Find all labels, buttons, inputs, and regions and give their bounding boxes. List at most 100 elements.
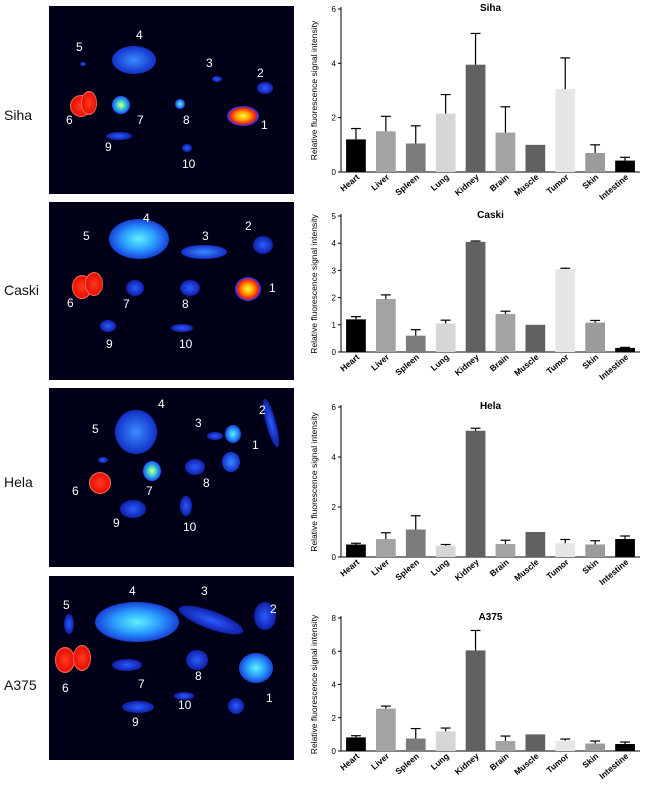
x-tick-label: Liver <box>369 351 392 372</box>
x-tick-label: Muscle <box>512 557 541 583</box>
bar-tumor <box>555 543 576 557</box>
organ-number: 10 <box>183 520 197 534</box>
organ-number: 7 <box>138 677 145 691</box>
bar-tumor <box>555 740 576 751</box>
x-tick-label: Tumor <box>544 351 571 376</box>
organ-number: 8 <box>182 297 189 311</box>
bar-muscle <box>525 532 546 557</box>
fluorescence-image-hela: 1 2 3 4 5 6 7 8 9 10 <box>49 388 294 567</box>
organ-number: 3 <box>206 56 213 70</box>
bar-muscle <box>525 324 546 352</box>
y-tick-label: 4 <box>332 681 337 690</box>
organ-number: 6 <box>62 681 69 695</box>
organ-number: 3 <box>201 584 208 598</box>
fluorescence-image-siha: 1 2 3 4 5 6 7 8 9 10 <box>49 6 294 194</box>
y-tick-label: 6 <box>332 5 337 14</box>
x-tick-label: Lung <box>429 172 451 193</box>
bar-brain <box>495 544 516 557</box>
bar-chart-svg: Hela Relative fluorescence signal intensi… <box>309 401 640 587</box>
x-tick-label: Muscle <box>512 751 541 777</box>
bar-lung <box>435 731 456 751</box>
bar-intestine <box>615 160 635 172</box>
bar-heart <box>346 544 366 557</box>
y-tick-label: 5 <box>332 212 337 221</box>
x-tick-label: Lung <box>429 751 451 772</box>
chart-title: A375 <box>479 612 503 623</box>
x-tick-label: Kidney <box>453 751 481 777</box>
bar-spleen <box>405 738 426 751</box>
bar-skin <box>585 152 606 172</box>
y-tick-label: 3 <box>332 266 337 275</box>
organ-number: 2 <box>257 66 264 80</box>
bar-tumor <box>555 89 576 172</box>
bar-brain <box>495 132 516 172</box>
organ-number: 5 <box>76 40 83 54</box>
bar-heart <box>346 139 366 172</box>
x-tick-label: Intestine <box>597 352 630 382</box>
bar-brain <box>495 313 516 352</box>
organ-number: 2 <box>245 219 252 233</box>
organ-number: 8 <box>195 669 202 683</box>
bar-kidney <box>465 241 486 352</box>
x-tick-label: Heart <box>338 557 361 579</box>
y-tick-label: 1 <box>332 321 337 330</box>
bar-lung <box>435 323 456 352</box>
x-tick-label: Muscle <box>512 352 541 378</box>
x-tick-label: Spleen <box>393 352 421 378</box>
bar-chart-hela: Hela Relative fluorescence signal intensi… <box>305 392 650 587</box>
row-label-siha: Siha <box>4 107 33 123</box>
x-tick-label: Kidney <box>453 557 481 583</box>
bar-kidney <box>465 650 486 751</box>
y-tick-label: 4 <box>332 239 337 248</box>
y-axis-label: Relative fluorescence signal intensity <box>309 214 319 354</box>
chart-title: Hela <box>480 401 502 412</box>
y-tick-label: 2 <box>332 714 337 723</box>
y-tick-label: 4 <box>332 59 337 68</box>
row-label-caski: Caski <box>4 282 40 298</box>
y-axis-label: Relative fluorescence signal intensity <box>309 614 319 754</box>
fluorescence-image-caski: 1 2 3 4 5 6 7 8 9 10 <box>49 202 294 380</box>
organ-number: 9 <box>132 715 139 729</box>
x-tick-label: Kidney <box>453 352 481 378</box>
bar-intestine <box>615 347 635 352</box>
bar-muscle <box>525 734 546 751</box>
bar-liver <box>375 131 396 172</box>
x-tick-label: Tumor <box>544 171 571 196</box>
organ-number: 3 <box>202 229 209 243</box>
bar-spleen <box>405 529 426 557</box>
organ-number: 2 <box>259 403 266 417</box>
y-axis-label: Relative fluorescence signal intensity <box>309 20 319 160</box>
x-tick-label: Brain <box>488 751 511 773</box>
x-tick-label: Heart <box>338 751 361 773</box>
y-tick-label: 0 <box>332 747 337 756</box>
y-tick-label: 0 <box>332 553 337 562</box>
organ-number: 8 <box>183 113 190 127</box>
x-tick-label: Liver <box>369 556 392 577</box>
bar-liver <box>375 298 396 352</box>
x-tick-label: Brain <box>488 557 511 579</box>
organ-number: 5 <box>63 598 70 612</box>
x-tick-label: Skin <box>580 557 600 576</box>
x-tick-label: Heart <box>338 352 361 374</box>
bar-chart-svg: A375 Relative fluorescence signal intensi… <box>309 612 640 781</box>
bar-spleen <box>405 335 426 352</box>
bar-chart-svg: Siha Relative fluorescence signal intensi… <box>309 3 640 202</box>
row-label-a375: A375 <box>4 677 37 693</box>
bar-chart-caski: Caski Relative fluorescence signal intens… <box>305 200 650 390</box>
organ-number: 7 <box>137 113 144 127</box>
organ-number: 4 <box>143 211 150 225</box>
x-tick-label: Liver <box>369 750 392 771</box>
x-tick-label: Heart <box>338 172 361 194</box>
organ-number: 5 <box>92 422 99 436</box>
x-tick-label: Skin <box>580 751 600 770</box>
x-tick-label: Kidney <box>453 172 481 198</box>
x-tick-label: Liver <box>369 171 392 192</box>
bar-tumor <box>555 269 576 352</box>
row-label-hela: Hela <box>4 474 33 490</box>
bar-liver <box>375 539 396 557</box>
bar-muscle <box>525 144 546 172</box>
organ-number: 5 <box>83 229 90 243</box>
organ-number: 4 <box>129 584 136 598</box>
x-tick-label: Spleen <box>393 557 421 583</box>
organ-number: 1 <box>252 438 259 452</box>
